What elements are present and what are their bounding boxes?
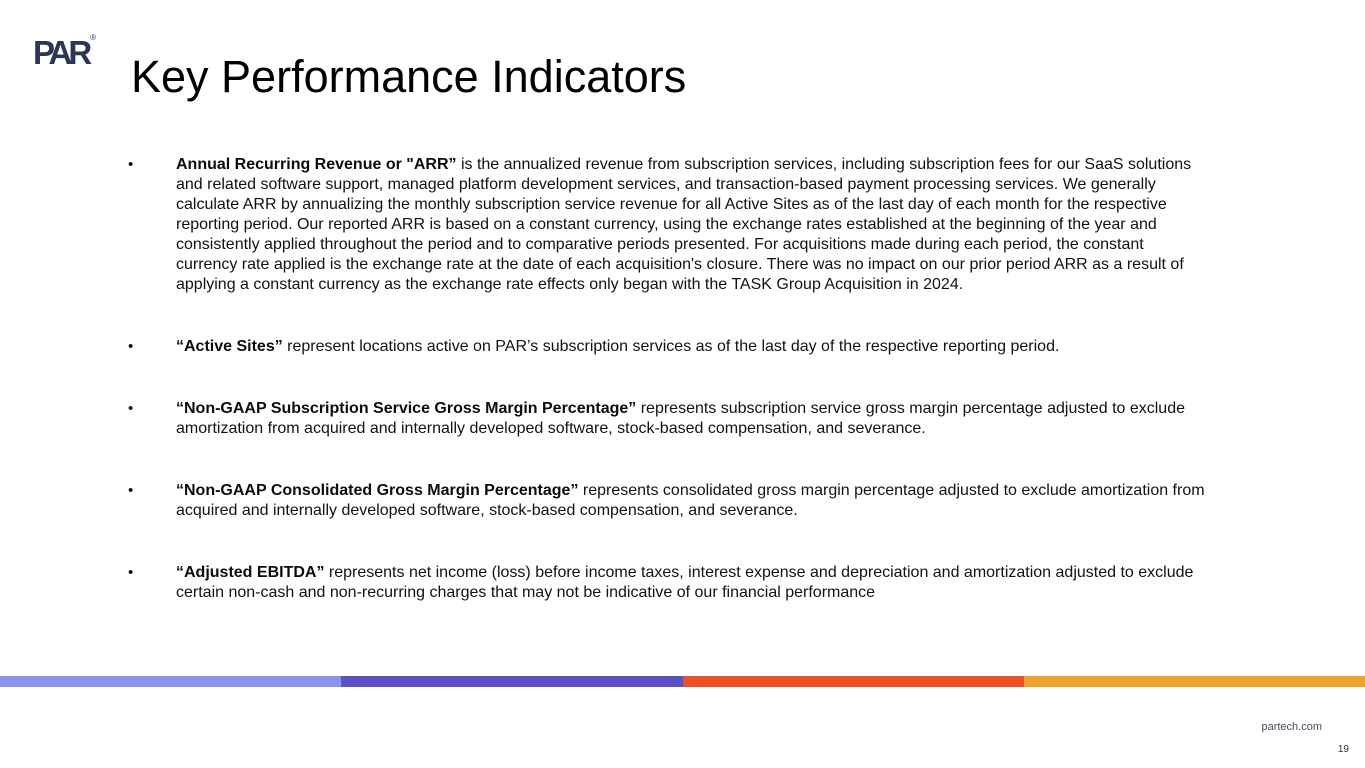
par-logo-text: PAR — [33, 34, 92, 71]
bullet-item-active-sites: • “Active Sites” represent locations act… — [128, 337, 1208, 357]
stripe-segment-purple — [341, 676, 683, 687]
bullet-marker: • — [128, 338, 134, 355]
bullet-definition: is the annualized revenue from subscript… — [176, 156, 1192, 293]
bullet-term: “Non-GAAP Subscription Service Gross Mar… — [176, 400, 637, 417]
bullet-item-consolidated-gross-margin: • “Non-GAAP Consolidated Gross Margin Pe… — [128, 481, 1208, 521]
bullet-marker: • — [128, 564, 134, 581]
bullet-text: “Active Sites” represent locations activ… — [176, 337, 1206, 357]
stripe-segment-orange — [1023, 676, 1365, 687]
bullet-definition: represents net income (loss) before inco… — [176, 564, 1194, 601]
bullet-term: “Adjusted EBITDA” — [176, 564, 325, 581]
stripe-segment-periwinkle — [0, 676, 342, 687]
bullet-definition: represents subscription service gross ma… — [176, 400, 1185, 437]
page-title: Key Performance Indicators — [131, 51, 687, 102]
bullet-term: “Active Sites” — [176, 338, 283, 355]
stripe-segment-red-orange — [682, 676, 1024, 687]
bullet-item-arr: • Annual Recurring Revenue or "ARR” is t… — [128, 155, 1208, 295]
bullet-marker: • — [128, 400, 134, 417]
bullet-item-subscription-gross-margin: • “Non-GAAP Subscription Service Gross M… — [128, 399, 1208, 439]
bullet-text: “Non-GAAP Subscription Service Gross Mar… — [176, 399, 1206, 439]
footer-website: partech.com — [1261, 721, 1322, 733]
bullet-text: “Adjusted EBITDA” represents net income … — [176, 563, 1206, 603]
bullet-list: • Annual Recurring Revenue or "ARR” is t… — [128, 155, 1208, 645]
bullet-definition: represent locations active on PAR’s subs… — [282, 338, 1060, 355]
bullet-text: “Non-GAAP Consolidated Gross Margin Perc… — [176, 481, 1206, 521]
bullet-text: Annual Recurring Revenue or "ARR” is the… — [176, 155, 1206, 295]
bullet-marker: • — [128, 482, 134, 499]
bullet-definition: represents consolidated gross margin per… — [176, 482, 1205, 519]
bullet-marker: • — [128, 156, 134, 173]
accent-stripe — [0, 676, 1365, 687]
bullet-term: “Non-GAAP Consolidated Gross Margin Perc… — [176, 482, 579, 499]
bullet-item-adjusted-ebitda: • “Adjusted EBITDA” represents net incom… — [128, 563, 1208, 603]
page-number: 19 — [1337, 744, 1349, 755]
par-logo: PAR ® — [33, 33, 97, 71]
registered-trademark-mark: ® — [90, 33, 97, 42]
bullet-term: Annual Recurring Revenue or "ARR” — [176, 156, 457, 173]
